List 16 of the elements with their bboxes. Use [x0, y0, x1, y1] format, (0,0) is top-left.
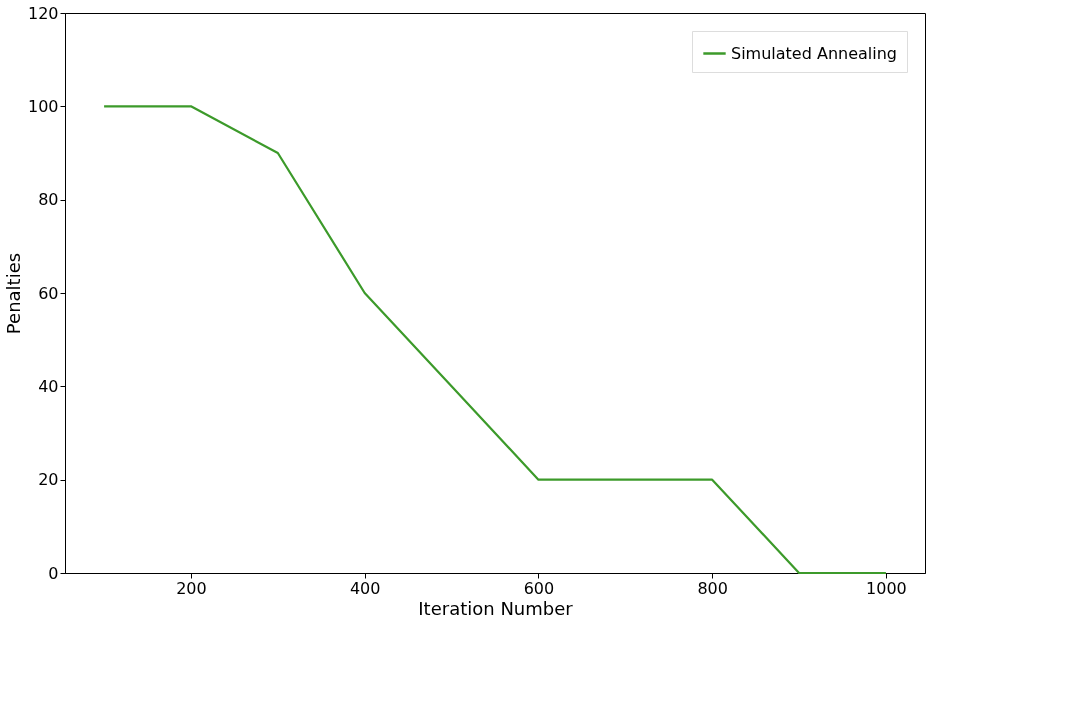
x-tick-label: 1000	[866, 578, 907, 598]
y-tick-label: 120	[27, 3, 59, 23]
x-tick-label: 600	[523, 578, 555, 598]
y-tick-label: 20	[38, 470, 59, 490]
x-tick-label: 200	[176, 578, 207, 598]
y-tick-label: 80	[38, 190, 59, 210]
y-axis-title: Penalties	[2, 252, 24, 335]
y-tick-label: 60	[38, 283, 59, 303]
x-axis-title: Iteration Number	[418, 597, 574, 619]
x-tick-label: 800	[697, 578, 728, 598]
x-tick-label: 400	[349, 578, 381, 598]
line-series	[102, 105, 888, 575]
y-tick-label: 100	[27, 96, 59, 116]
y-tick-label: 40	[38, 376, 59, 396]
y-tick-label: 0	[48, 563, 59, 583]
legend-label: Simulated Annealing	[731, 43, 897, 63]
